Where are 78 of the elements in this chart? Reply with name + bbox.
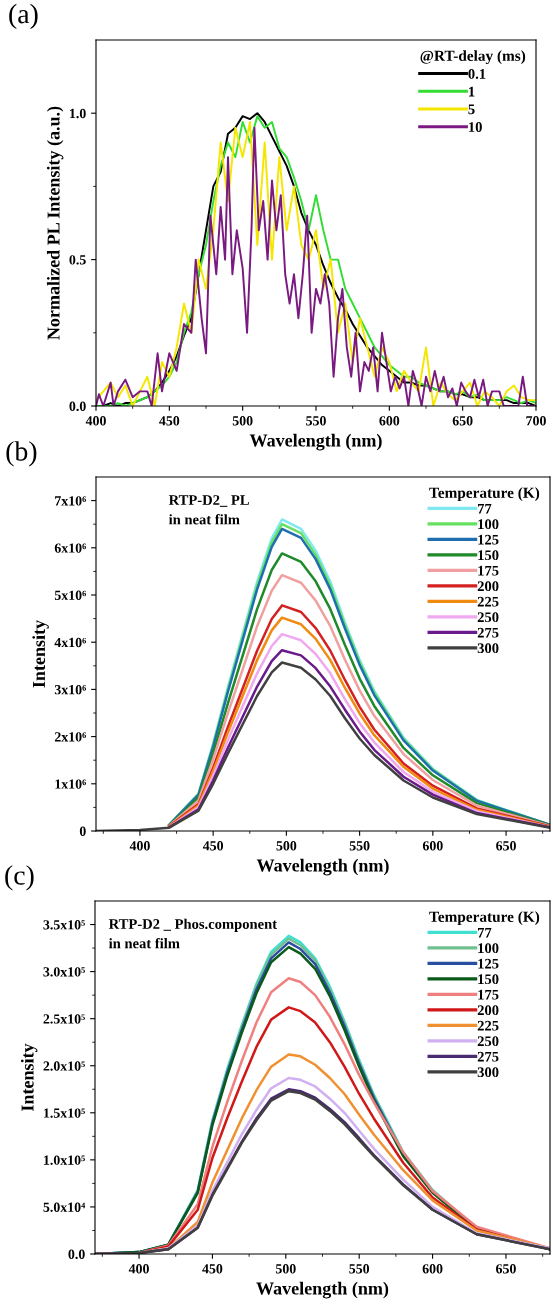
y-axis-title: Intensity bbox=[20, 1043, 38, 1111]
y-tick-label: 0 bbox=[79, 826, 86, 836]
x-tick-label: 600 bbox=[422, 841, 443, 851]
y-tick-label: 1.0 bbox=[70, 108, 86, 119]
x-tick-label: 450 bbox=[202, 841, 224, 851]
x-tick-label: 550 bbox=[306, 416, 326, 426]
y-tick-label: 1.0x10⁵ bbox=[44, 1155, 85, 1165]
x-tick-label: 600 bbox=[379, 416, 400, 426]
legend-label: 250 bbox=[477, 1036, 499, 1047]
y-axis-title: Intensity bbox=[32, 620, 49, 688]
y-tick-label: 0.5 bbox=[69, 255, 86, 265]
x-tick-label: 500 bbox=[275, 1264, 296, 1274]
y-tick-label: 0.0 bbox=[69, 401, 86, 412]
y-axis-title: Normalized PL Intensity (a.u.) bbox=[46, 106, 64, 340]
y-tick-label: 1x10⁶ bbox=[55, 779, 87, 789]
x-tick-label: 650 bbox=[496, 841, 516, 851]
x-tick-label: 550 bbox=[349, 841, 370, 851]
legend-label: 225 bbox=[477, 1020, 499, 1031]
x-tick-label: 450 bbox=[159, 416, 180, 426]
chart-title: (c) bbox=[5, 865, 34, 891]
y-tick-label: 0.0 bbox=[68, 1249, 85, 1260]
annotation: in neat film bbox=[108, 937, 180, 949]
legend-label: 125 bbox=[478, 534, 499, 545]
y-tick-label: 5.0x10⁴ bbox=[43, 1202, 86, 1212]
legend-label: 275 bbox=[477, 1051, 499, 1062]
legend-label: 77 bbox=[477, 503, 492, 514]
legend-label: 175 bbox=[478, 565, 499, 576]
x-axis-title: Wavelength (nm) bbox=[249, 433, 382, 451]
legend-label: 200 bbox=[477, 1005, 499, 1016]
legend-label: 125 bbox=[478, 958, 499, 969]
legend-title: Temperature (K) bbox=[429, 911, 540, 926]
y-tick-label: 1.5x10⁵ bbox=[44, 1108, 85, 1118]
x-tick-label: 550 bbox=[349, 1264, 370, 1274]
legend-title: Temperature (K) bbox=[429, 487, 540, 502]
x-tick-label: 650 bbox=[452, 416, 473, 426]
x-tick-label: 400 bbox=[129, 841, 150, 851]
x-tick-label: 400 bbox=[128, 1264, 149, 1274]
x-axis-title: Wavelength (nm) bbox=[256, 858, 389, 876]
legend-label: 250 bbox=[477, 612, 499, 623]
legend-label: 0.1 bbox=[468, 68, 486, 79]
y-tick-label: 2.5x10⁵ bbox=[43, 1014, 85, 1024]
legend-label: 1 bbox=[469, 86, 475, 97]
x-tick-label: 400 bbox=[85, 416, 106, 426]
y-tick-label: 2x10⁶ bbox=[54, 732, 87, 742]
x-tick-label: 450 bbox=[202, 1264, 223, 1274]
y-tick-label: 3.5x10⁵ bbox=[43, 920, 85, 930]
annotation: in neat film bbox=[168, 514, 240, 525]
y-tick-label: 4x10⁶ bbox=[54, 637, 87, 648]
y-tick-label: 7x10⁶ bbox=[55, 496, 87, 506]
x-tick-label: 650 bbox=[496, 1264, 516, 1274]
x-tick-label: 500 bbox=[276, 841, 297, 851]
legend-label: 5 bbox=[468, 104, 475, 115]
legend-label: 200 bbox=[477, 581, 499, 592]
legend-label: 275 bbox=[477, 627, 499, 638]
legend-label: 225 bbox=[477, 596, 499, 607]
legend-label: 100 bbox=[478, 519, 499, 530]
chart-title: (b) bbox=[6, 441, 37, 467]
x-tick-label: 500 bbox=[232, 416, 253, 426]
x-tick-label: 700 bbox=[526, 416, 546, 426]
legend-label: 300 bbox=[477, 1067, 499, 1078]
annotation: RTP-D2_ PL bbox=[168, 495, 249, 507]
y-tick-label: 5x10⁶ bbox=[54, 590, 87, 600]
legend-label: 150 bbox=[478, 974, 499, 985]
y-tick-label: 2.0x10⁵ bbox=[43, 1061, 85, 1071]
y-tick-label: 3.0x10⁵ bbox=[43, 967, 85, 977]
legend-label: 150 bbox=[478, 550, 499, 561]
legend-title: @RT-delay (ms) bbox=[420, 50, 526, 65]
legend-label: 300 bbox=[477, 643, 499, 654]
x-tick-label: 600 bbox=[422, 1264, 443, 1274]
y-tick-label: 3x10⁶ bbox=[54, 684, 87, 695]
legend-label: 175 bbox=[478, 989, 499, 1000]
legend-label: 77 bbox=[477, 927, 492, 938]
legend-label: 100 bbox=[478, 943, 499, 954]
annotation: RTP-D2 _ Phos.component bbox=[108, 918, 277, 932]
legend-label: 10 bbox=[469, 122, 482, 132]
chart-title: (a) bbox=[9, 3, 38, 30]
x-axis-title: Wavelength (nm) bbox=[256, 1281, 389, 1299]
y-tick-label: 6x10⁶ bbox=[54, 543, 87, 553]
